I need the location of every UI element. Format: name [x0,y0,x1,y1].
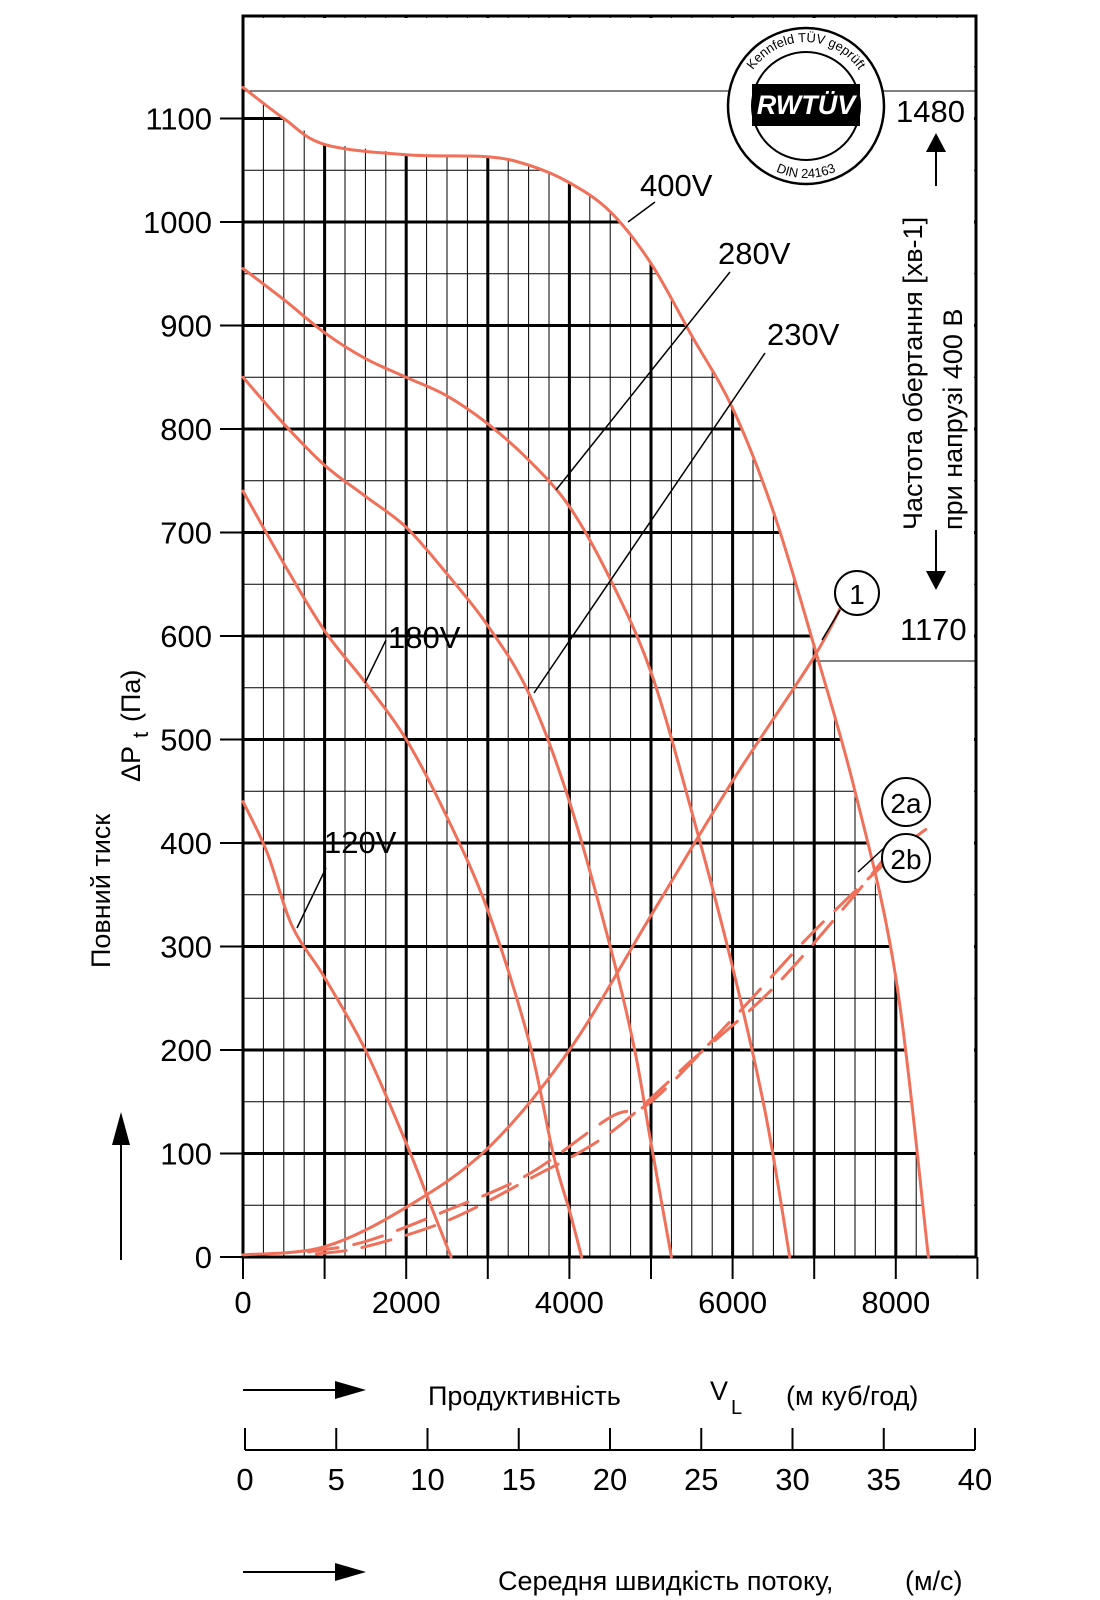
speed-tick-label: 20 [593,1462,627,1497]
x-axis-symbol-sub: L [731,1397,742,1419]
chart-grid [241,14,978,1259]
speed-axis: 0 5 10 15 20 25 30 35 40 [236,1428,992,1497]
svg-text:2a: 2a [890,788,922,819]
badge-brand: RWTÜV [757,90,857,120]
speed-tick-label: 35 [867,1462,901,1497]
rpm-down-arrow-head [926,571,946,590]
rpm-bottom-value: 1170 [900,612,967,647]
y-tick-label: 1000 [143,205,212,240]
y-axis-label: Повний тиск [86,814,116,968]
curve-label-180v: 180V [388,620,461,655]
badge-bottom-text: DIN 24163 [775,160,838,181]
curve-1 [241,593,849,1257]
speed-tick-label: 15 [502,1462,536,1497]
marker-2b: 2b [881,833,931,883]
speed-axis-label: Середня швидкість потоку, [498,1566,833,1596]
speed-tick-label: 5 [328,1462,345,1497]
speed-tick-label: 0 [236,1462,253,1497]
y-tick-label: 200 [160,1033,212,1068]
x-tick-label: 8000 [861,1285,930,1320]
svg-text:2b: 2b [890,844,921,875]
y-axis-symbol: ΔP [116,746,146,782]
curve-label-230v: 230V [767,317,840,352]
label-leader-lines [296,201,885,929]
tuv-certification-badge [726,26,886,186]
x-arrow-head [335,1381,366,1399]
y-tick-label: 800 [160,412,212,447]
x-tick-label: 4000 [535,1285,604,1320]
y-axis-unit: (Па) [116,670,146,722]
speed-arrow-head [335,1563,366,1581]
leader-line [821,609,841,641]
rpm-top-value: 1480 [896,94,965,129]
rpm-up-arrow-head [926,133,946,152]
curve-label-400v: 400V [640,168,713,203]
chart-curves [241,85,930,1259]
x-tick-label: 2000 [372,1285,441,1320]
speed-tick-label: 40 [958,1462,992,1497]
curve-230v [241,375,673,1259]
rpm-scale [926,133,946,590]
badge-brand-bar [752,84,860,126]
x-tick-label: 0 [234,1285,251,1320]
curve-2b [314,841,898,1256]
curve-400v [241,85,930,1259]
rpm-label-line1: Частота обертання [хв-1] [898,217,928,530]
x-axis-label: Продуктивність [428,1381,621,1411]
x-axis-symbol: V [710,1376,728,1406]
y-tick-label: 0 [195,1240,212,1275]
leader-line [364,639,387,684]
y-axis-symbol-sub: t [128,732,153,738]
y-tick-label: 100 [160,1137,212,1172]
y-tick-label: 700 [160,516,212,551]
y-tick-label: 1100 [145,102,212,137]
x-axis-unit: (м куб/год) [786,1381,918,1411]
speed-tick-label: 10 [410,1462,444,1497]
leader-line [627,201,656,223]
leader-line [296,867,327,929]
x-tick-label: 6000 [698,1285,767,1320]
curve-2a [306,826,930,1254]
leader-line [533,352,766,694]
rpm-label-line2: при напрузі 400 В [938,309,968,530]
y-tick-label: 300 [160,930,212,965]
curve-120v [241,800,453,1259]
leader-line [857,847,885,873]
curve-180v [241,489,584,1259]
speed-tick-label: 30 [775,1462,809,1497]
y-tick-label: 900 [160,309,212,344]
marker-2a: 2a [881,777,931,827]
y-tick-label: 500 [160,723,212,758]
upper-right-blank-area [243,18,974,1256]
curve-label-120v: 120V [324,825,397,860]
y-arrow-head [112,1112,130,1145]
svg-text:1: 1 [849,579,865,610]
y-tick-label: 400 [160,826,212,861]
marker-1: 1 [834,570,880,616]
speed-axis-unit: (м/с) [905,1566,963,1596]
curve-280v [241,267,792,1259]
speed-tick-label: 25 [684,1462,718,1497]
curve-label-280v: 280V [718,236,791,271]
leader-line [555,271,731,491]
y-tick-label: 600 [160,619,212,654]
